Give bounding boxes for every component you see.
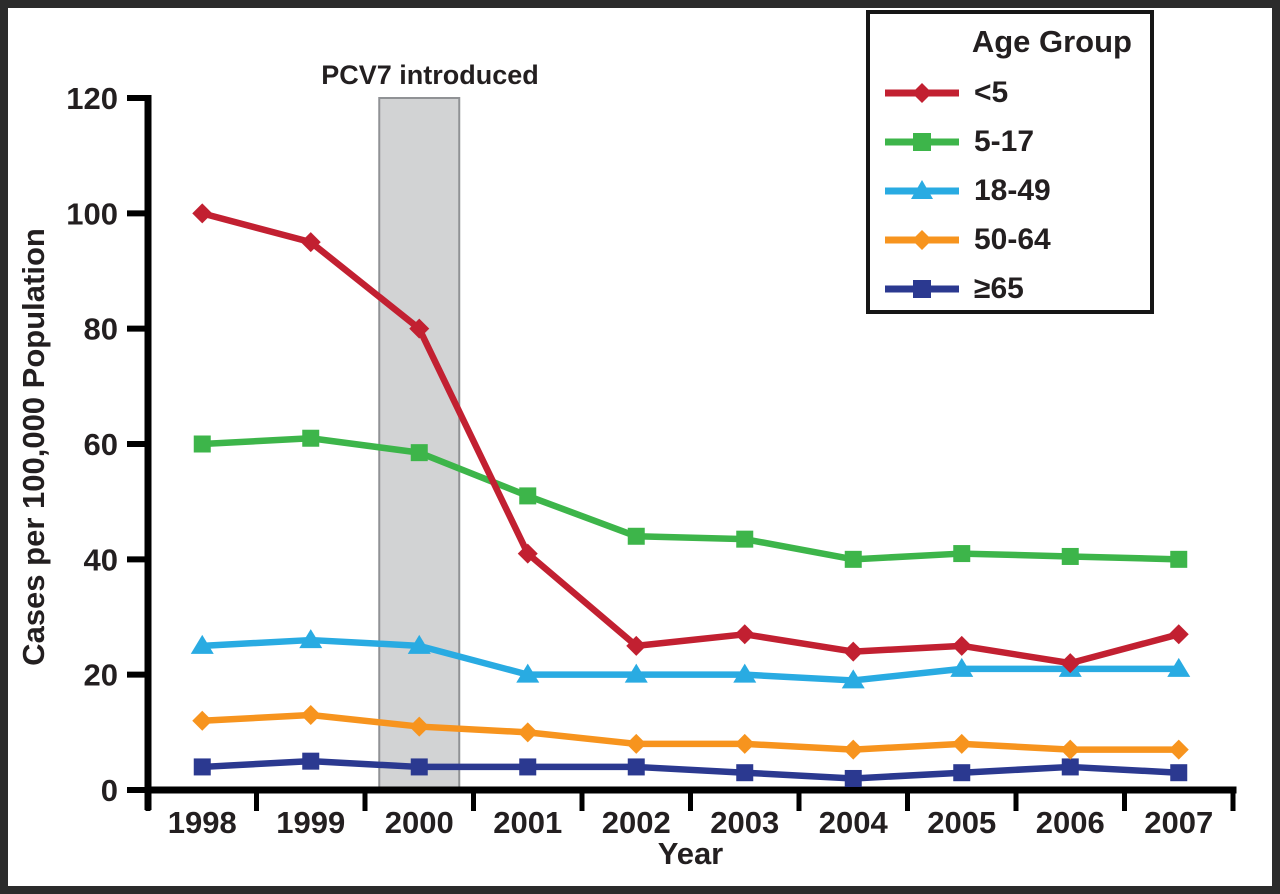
legend-item: ≥65 (884, 264, 1150, 313)
legend: Age Group <5 5-17 18-49 50-64 ≥65 (866, 10, 1154, 314)
series-marker-65 (627, 758, 645, 776)
series-marker-65 (844, 769, 862, 787)
series-marker-5 (517, 543, 538, 564)
series-marker-65 (1170, 764, 1188, 782)
series-marker-5 (192, 203, 213, 224)
series-marker-517 (736, 530, 754, 548)
legend-item-label: 5-17 (974, 124, 1035, 158)
series-marker-5 (734, 624, 755, 645)
legend-title: Age Group (971, 24, 1132, 59)
legend-item: 5-17 (884, 117, 1150, 166)
x-tick-label: 2001 (493, 805, 562, 840)
y-axis-title: Cases per 100,000 Population (16, 228, 51, 666)
y-tick-label: 40 (84, 542, 118, 577)
series-marker-5064 (192, 710, 213, 731)
legend-item-label: 50-64 (974, 222, 1051, 256)
series-marker-5 (409, 318, 430, 339)
series-marker-5 (843, 641, 864, 662)
series-marker-65 (410, 758, 428, 776)
series-marker-517 (410, 444, 428, 462)
series-marker-65 (1061, 758, 1079, 776)
diamond-marker-icon (885, 229, 959, 250)
series-marker-65 (193, 758, 211, 776)
x-axis-title: Year (657, 836, 724, 871)
series-marker-517 (519, 487, 537, 505)
x-tick-label: 2004 (819, 805, 889, 840)
series-marker-5064 (626, 733, 647, 754)
series-marker-5064 (734, 733, 755, 754)
x-tick-label: 2006 (1036, 805, 1105, 840)
legend-item: <5 (884, 68, 1150, 117)
series-marker-65 (736, 764, 754, 782)
y-tick-label: 120 (66, 81, 118, 116)
x-tick-label: 2005 (927, 805, 996, 840)
series-marker-1849 (516, 663, 540, 683)
pcv7-introduced-annotation: PCV7 introduced (321, 60, 539, 90)
series-marker-65 (519, 758, 537, 776)
series-marker-517 (302, 429, 320, 447)
series-marker-5 (1060, 653, 1081, 674)
series-marker-5 (1168, 624, 1189, 645)
square-marker-icon (885, 279, 959, 298)
legend-item-label: 18-49 (974, 173, 1051, 207)
legend-item-label: <5 (974, 75, 1009, 109)
series-marker-5064 (517, 722, 538, 743)
y-tick-label: 20 (84, 658, 118, 693)
series-line-5064 (199, 711, 1182, 753)
series-marker-1849 (190, 634, 214, 654)
series-marker-1849 (299, 629, 323, 649)
square-marker-icon (885, 132, 959, 151)
series-marker-1849 (733, 663, 757, 683)
series-line-65 (199, 757, 1182, 782)
x-tick-label: 2003 (710, 805, 779, 840)
x-tick-label: 2002 (602, 805, 671, 840)
series-marker-517 (844, 550, 862, 568)
series-marker-1849 (624, 663, 648, 683)
series-marker-517 (1061, 547, 1079, 565)
x-tick-label: 2000 (385, 805, 454, 840)
legend-item: 18-49 (884, 166, 1150, 215)
series-marker-517 (193, 435, 211, 453)
legend-items: <5 5-17 18-49 50-64 ≥65 (884, 68, 1150, 313)
legend-item-label: ≥65 (974, 271, 1024, 305)
legend-item: 50-64 (884, 215, 1150, 264)
series-marker-1849 (950, 657, 974, 677)
series-line-517 (199, 434, 1182, 563)
series-marker-5064 (1168, 739, 1189, 760)
x-tick-label: 1998 (168, 805, 237, 840)
series-marker-1849 (407, 634, 431, 654)
y-tick-label: 60 (84, 427, 118, 462)
y-tick-label: 0 (101, 773, 118, 808)
x-tick-label: 2007 (1144, 805, 1213, 840)
series-marker-5064 (300, 705, 321, 726)
series-marker-5 (951, 635, 972, 656)
series-marker-65 (953, 764, 971, 782)
x-tick-label: 1999 (276, 805, 345, 840)
triangle-marker-icon (885, 179, 959, 199)
series-marker-5 (626, 635, 647, 656)
series-line-5 (199, 210, 1182, 667)
series-marker-517 (627, 527, 645, 545)
series-marker-1849 (1167, 657, 1191, 677)
y-tick-label: 80 (84, 312, 118, 347)
pcv7-band (378, 97, 461, 791)
diamond-marker-icon (885, 82, 959, 103)
series-marker-5064 (843, 739, 864, 760)
series-marker-65 (302, 752, 320, 770)
series-marker-1849 (841, 669, 865, 689)
series-line-1849 (199, 636, 1182, 684)
series-marker-5064 (1060, 739, 1081, 760)
series-marker-5064 (951, 733, 972, 754)
series-marker-517 (953, 545, 971, 563)
series-marker-517 (1170, 550, 1188, 568)
series-marker-5 (300, 232, 321, 253)
y-tick-label: 100 (66, 196, 118, 231)
series-marker-5064 (409, 716, 430, 737)
